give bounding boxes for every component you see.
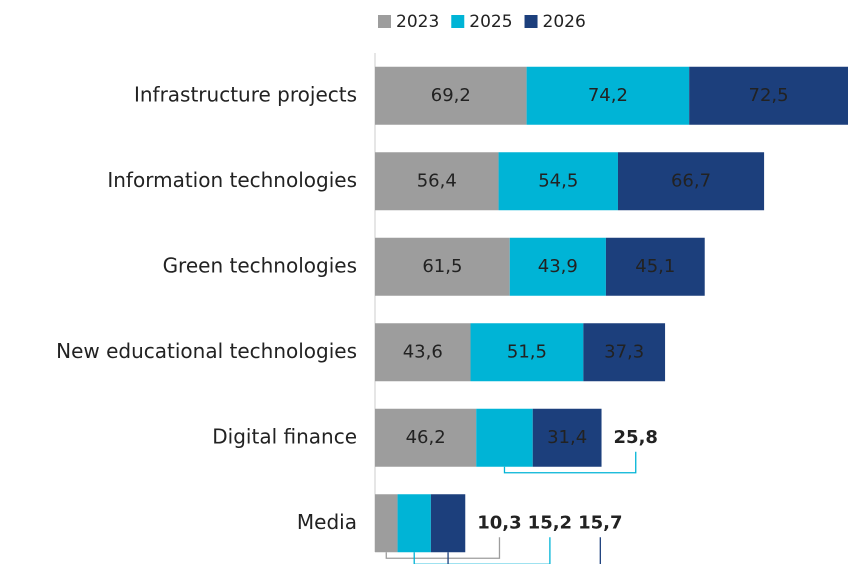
value-label: 43,6: [403, 341, 443, 362]
bar-segment: [375, 152, 499, 211]
connector-line: [503, 451, 637, 474]
value-label: 46,2: [406, 427, 446, 448]
legend-swatch: [524, 15, 538, 28]
category-label: New educational technologies: [56, 339, 357, 363]
bar-segment: [375, 494, 398, 553]
bar-segment: [375, 66, 527, 125]
bar-segment: [526, 66, 690, 125]
legend-swatch: [451, 15, 465, 28]
category-label: Infrastructure projects: [134, 82, 357, 106]
bar-segment: [532, 408, 602, 467]
value-label: 25,8: [614, 427, 658, 448]
value-label: 51,5: [507, 341, 547, 362]
value-label: 61,5: [422, 256, 462, 277]
value-label: 43,9: [538, 256, 578, 277]
category-label: Media: [297, 510, 357, 534]
bar-segment: [498, 152, 618, 211]
category-label: Green technologies: [163, 253, 357, 277]
value-label: 54,5: [538, 170, 578, 191]
bar-segment: [605, 237, 705, 296]
bar-segment: [470, 323, 584, 382]
legend-label: 2025: [469, 12, 512, 32]
bar-segment: [430, 494, 466, 553]
value-label: 56,4: [417, 170, 457, 191]
connector-line: [385, 537, 501, 559]
value-label: 45,1: [635, 256, 675, 277]
bar-segment: [509, 237, 606, 296]
bar-segment: [375, 237, 510, 296]
value-label: 15,7: [578, 512, 622, 533]
value-label: 15,2: [528, 512, 572, 533]
legend-label: 2026: [543, 12, 586, 32]
category-label: Information technologies: [107, 168, 357, 192]
value-label: 37,3: [604, 341, 644, 362]
value-label: 69,2: [431, 85, 471, 106]
connector-line: [447, 537, 601, 564]
value-label: 66,7: [671, 170, 711, 191]
value-label: 10,3: [477, 512, 521, 533]
bar-segment: [617, 152, 765, 211]
legend-swatch: [378, 15, 391, 28]
bar-segment: [476, 408, 533, 467]
bar-segment: [689, 66, 848, 125]
bar-segment: [583, 323, 666, 382]
legend-label: 2023: [396, 12, 439, 32]
bar-segment: [375, 323, 471, 382]
connector-line: [413, 537, 551, 564]
value-label: 72,5: [749, 85, 789, 106]
bar-segment: [375, 408, 477, 467]
value-label: 31,4: [547, 427, 587, 448]
value-label: 74,2: [588, 85, 628, 106]
category-label: Digital finance: [212, 424, 357, 448]
bar-segment: [397, 494, 431, 553]
